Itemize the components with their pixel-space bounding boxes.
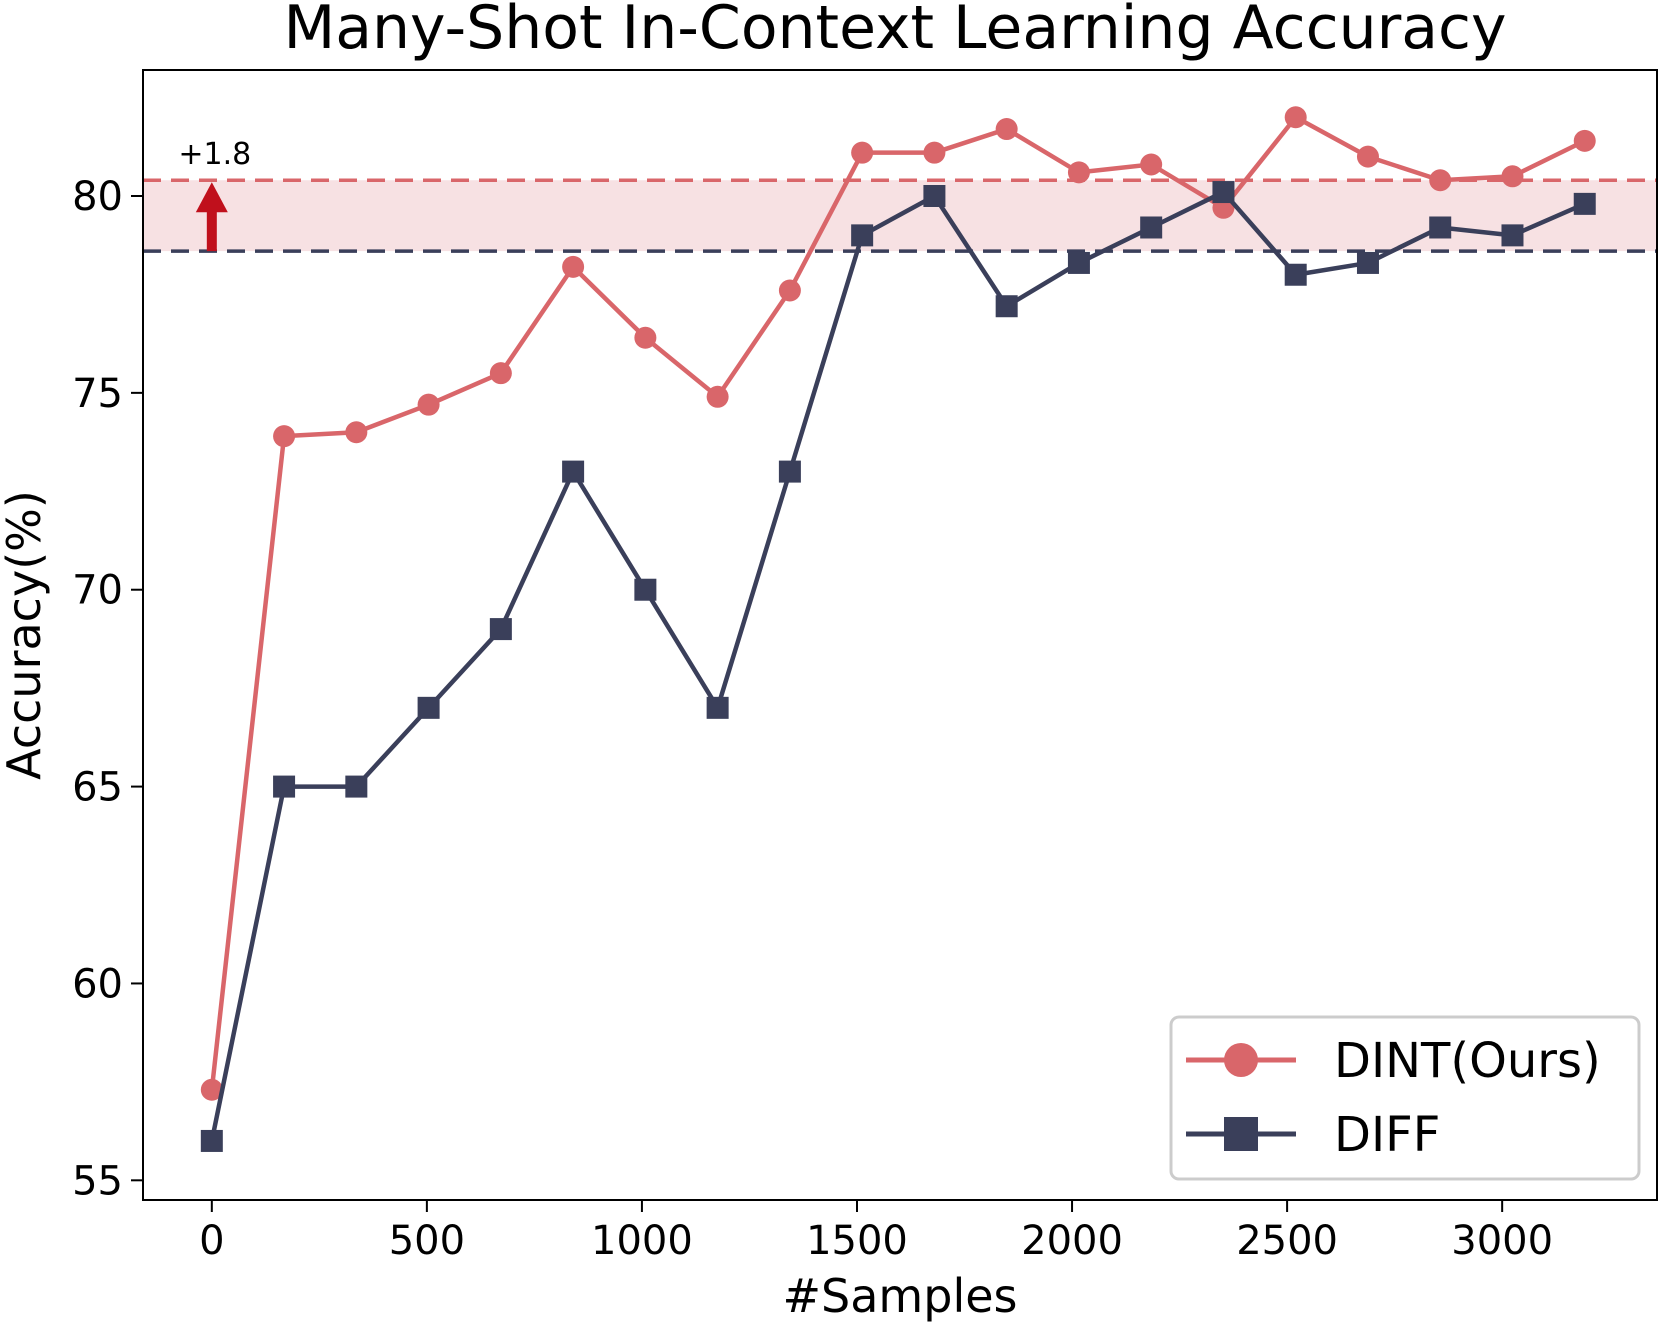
data-point [489,618,512,641]
y-tick-label: 60 [72,961,123,1007]
annotation-layer: +1.8 [178,137,251,252]
data-point [1140,216,1163,239]
series-0 [200,106,1596,1101]
data-point [923,141,946,164]
data-point [273,425,296,448]
data-point [634,578,657,601]
y-axis-label: Accuracy(%) [0,490,51,780]
data-point [1067,161,1090,184]
x-axis-label: #Samples [783,1269,1018,1323]
x-tick-label: 1000 [591,1218,693,1264]
data-point [1429,216,1452,239]
data-point [200,1129,223,1152]
x-axis-ticks: 0 500 1000 1500 2000 2500 3000 [199,1200,1553,1264]
data-point [1284,263,1307,286]
legend-entries: DINT(Ours) DIFF [1186,1033,1601,1163]
legend-entry-1: DIFF [1186,1107,1440,1163]
data-point [345,775,368,798]
data-point [923,184,946,207]
data-point [851,224,874,247]
y-axis-ticks: 55 60 65 70 75 80 [72,174,143,1204]
data-point [706,696,729,719]
data-point [417,393,440,416]
chart-title: Many-Shot In-Context Learning Accuracy [283,0,1506,63]
x-tick-label: 1500 [806,1218,908,1264]
legend-marker-circle-icon [1224,1043,1258,1077]
data-point [1356,251,1379,274]
data-point [1573,192,1596,215]
data-point [1067,251,1090,274]
plot-frame [142,69,1658,1201]
data-point [489,362,512,385]
data-point [995,295,1018,318]
legend-entry-0: DINT(Ours) [1186,1033,1601,1089]
data-point [1212,181,1235,204]
y-tick-label: 80 [72,174,123,220]
x-tick-label: 2000 [1021,1218,1123,1264]
y-tick-label: 75 [72,371,123,417]
data-point [562,255,585,278]
series-line [209,189,1586,1142]
y-tick-label: 55 [72,1158,123,1204]
legend-label: DINT(Ours) [1334,1033,1601,1089]
x-tick-label: 500 [389,1218,465,1264]
x-tick-label: 3000 [1451,1218,1553,1264]
data-point [1140,153,1163,176]
reference-lines [143,178,1657,253]
series-layer [200,106,1596,1152]
data-point [778,460,801,483]
data-point [200,1078,223,1101]
series-1 [200,181,1596,1152]
data-point [778,279,801,302]
data-point [562,460,585,483]
data-point [1429,169,1452,192]
legend-label: DIFF [1334,1107,1440,1163]
data-point [634,326,657,349]
data-point [1573,129,1596,152]
legend: DINT(Ours) DIFF [1169,1015,1641,1181]
improvement-annotation: +1.8 [178,137,251,172]
data-point [1284,106,1307,129]
data-point [1356,145,1379,168]
data-point [345,421,368,444]
x-tick-label: 0 [199,1218,224,1264]
data-point [1501,224,1524,247]
data-point [851,141,874,164]
series-line [209,114,1586,1091]
legend-marker-square-icon [1224,1117,1258,1151]
data-point [1501,165,1524,188]
data-point [706,385,729,408]
data-point [417,696,440,719]
data-point [273,775,296,798]
data-point [995,118,1018,141]
y-tick-label: 65 [72,765,123,811]
improvement-arrow-icon [195,182,228,252]
x-tick-label: 2500 [1236,1218,1338,1264]
y-tick-label: 70 [72,568,123,614]
